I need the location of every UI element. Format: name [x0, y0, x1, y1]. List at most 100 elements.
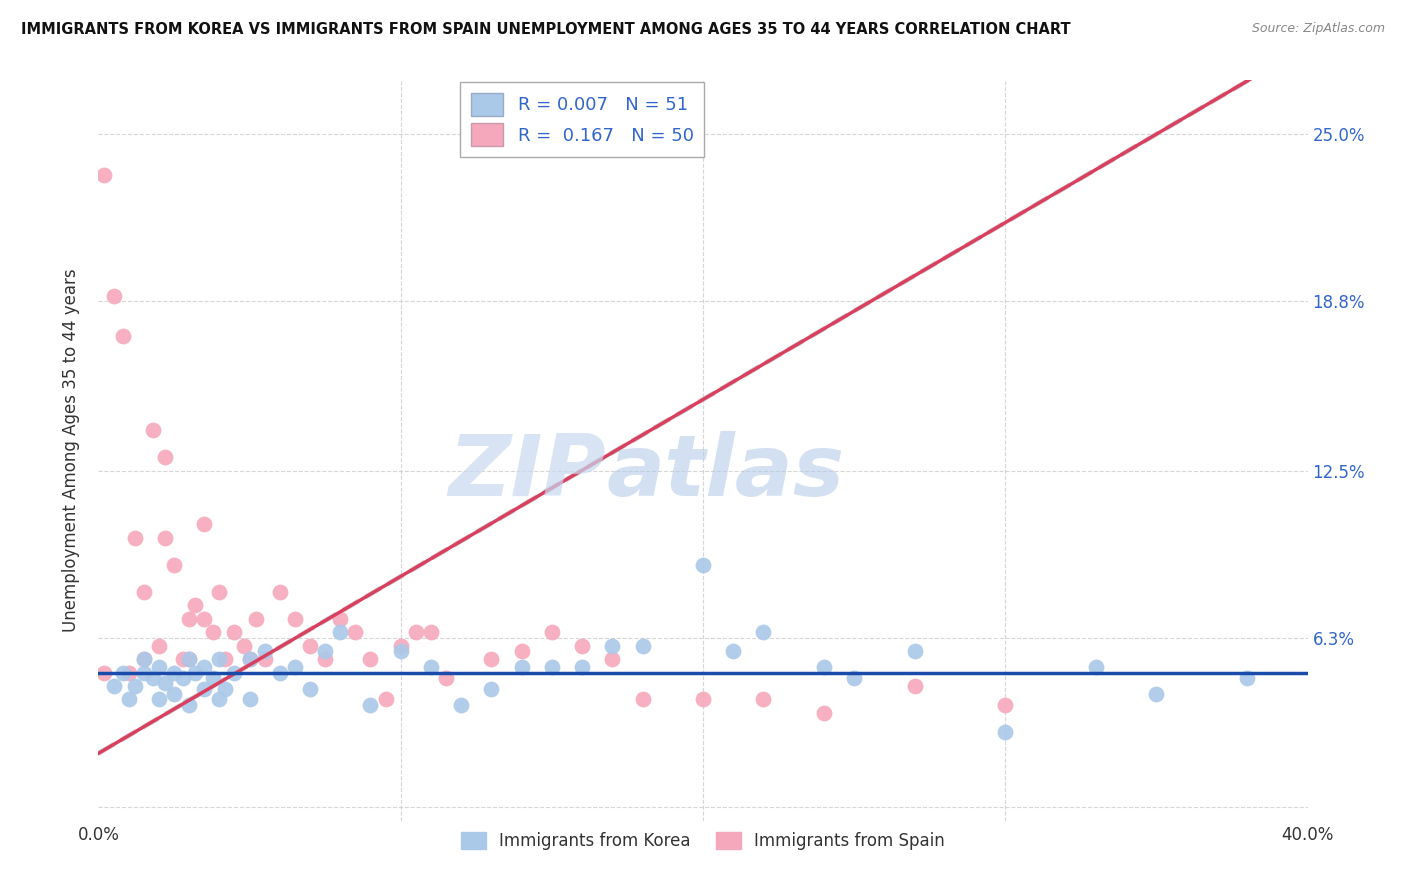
Point	[571, 639, 593, 653]
Point	[179, 652, 201, 666]
Point	[214, 652, 236, 666]
Point	[269, 584, 291, 599]
Point	[193, 660, 215, 674]
Point	[344, 625, 367, 640]
Point	[389, 639, 412, 653]
Point	[142, 423, 165, 437]
Point	[284, 660, 307, 674]
Point	[224, 665, 246, 680]
Point	[994, 698, 1017, 712]
Y-axis label: Unemployment Among Ages 35 to 44 years: Unemployment Among Ages 35 to 44 years	[62, 268, 80, 632]
Point	[329, 625, 352, 640]
Point	[1085, 660, 1108, 674]
Point	[163, 558, 186, 572]
Point	[284, 612, 307, 626]
Point	[329, 612, 352, 626]
Point	[214, 681, 236, 696]
Point	[153, 531, 176, 545]
Point	[253, 644, 276, 658]
Point	[1236, 671, 1258, 685]
Point	[163, 665, 186, 680]
Point	[245, 612, 267, 626]
Point	[179, 612, 201, 626]
Point	[1144, 687, 1167, 701]
Point	[360, 652, 382, 666]
Point	[132, 665, 155, 680]
Point	[124, 531, 146, 545]
Point	[239, 652, 262, 666]
Point	[118, 692, 141, 706]
Point	[405, 625, 427, 640]
Point	[602, 652, 624, 666]
Point	[103, 679, 125, 693]
Point	[132, 652, 155, 666]
Point	[269, 665, 291, 680]
Point	[193, 681, 215, 696]
Point	[904, 679, 927, 693]
Point	[124, 679, 146, 693]
Point	[510, 644, 533, 658]
Point	[93, 665, 115, 680]
Point	[692, 558, 714, 572]
Text: Source: ZipAtlas.com: Source: ZipAtlas.com	[1251, 22, 1385, 36]
Point	[360, 698, 382, 712]
Point	[163, 687, 186, 701]
Point	[692, 692, 714, 706]
Point	[148, 692, 170, 706]
Text: atlas: atlas	[606, 431, 845, 514]
Point	[450, 698, 472, 712]
Point	[481, 652, 503, 666]
Point	[184, 599, 207, 613]
Point	[224, 625, 246, 640]
Point	[193, 517, 215, 532]
Legend: Immigrants from Korea, Immigrants from Spain: Immigrants from Korea, Immigrants from S…	[454, 825, 952, 856]
Point	[571, 660, 593, 674]
Point	[148, 660, 170, 674]
Point	[253, 652, 276, 666]
Point	[239, 692, 262, 706]
Point	[193, 612, 215, 626]
Point	[389, 644, 412, 658]
Point	[540, 625, 562, 640]
Point	[148, 639, 170, 653]
Point	[103, 288, 125, 302]
Point	[142, 671, 165, 685]
Point	[118, 665, 141, 680]
Point	[179, 652, 201, 666]
Point	[184, 665, 207, 680]
Point	[540, 660, 562, 674]
Point	[752, 692, 775, 706]
Point	[374, 692, 396, 706]
Point	[314, 652, 336, 666]
Point	[202, 671, 225, 685]
Point	[179, 698, 201, 712]
Point	[299, 681, 322, 696]
Point	[132, 584, 155, 599]
Point	[239, 652, 262, 666]
Point	[434, 671, 457, 685]
Point	[111, 665, 134, 680]
Text: IMMIGRANTS FROM KOREA VS IMMIGRANTS FROM SPAIN UNEMPLOYMENT AMONG AGES 35 TO 44 : IMMIGRANTS FROM KOREA VS IMMIGRANTS FROM…	[21, 22, 1071, 37]
Point	[631, 639, 654, 653]
Point	[844, 671, 866, 685]
Point	[93, 168, 115, 182]
Point	[208, 652, 231, 666]
Point	[752, 625, 775, 640]
Point	[723, 644, 745, 658]
Point	[602, 639, 624, 653]
Point	[631, 692, 654, 706]
Point	[132, 652, 155, 666]
Point	[813, 660, 835, 674]
Point	[202, 625, 225, 640]
Point	[208, 692, 231, 706]
Point	[904, 644, 927, 658]
Point	[111, 329, 134, 343]
Text: ZIP: ZIP	[449, 431, 606, 514]
Point	[232, 639, 254, 653]
Point	[172, 671, 194, 685]
Point	[208, 584, 231, 599]
Point	[420, 660, 443, 674]
Point	[153, 450, 176, 465]
Point	[481, 681, 503, 696]
Point	[172, 652, 194, 666]
